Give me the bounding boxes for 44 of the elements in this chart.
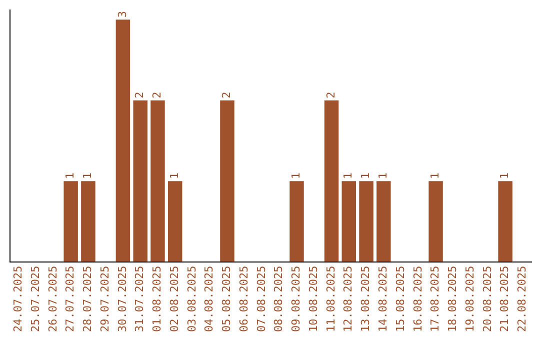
data-label: 1 bbox=[359, 172, 372, 180]
x-tick-label: 01.08.2025 bbox=[150, 266, 164, 332]
data-label: 2 bbox=[133, 92, 146, 98]
x-tick-label: 14.08.2025 bbox=[376, 266, 390, 332]
x-tick-label: 03.08.2025 bbox=[185, 266, 198, 332]
x-tick-label: 11.08.2025 bbox=[324, 266, 338, 332]
x-tick-label: 12.08.2025 bbox=[342, 266, 355, 332]
x-tick-label: 25.07.2025 bbox=[28, 266, 42, 332]
data-label: 1 bbox=[342, 172, 355, 180]
data-label: 1 bbox=[168, 172, 181, 180]
x-tick-label: 08.08.2025 bbox=[272, 266, 286, 332]
x-tick-label: 24.07.2025 bbox=[12, 266, 25, 332]
x-tick-label: 31.07.2025 bbox=[133, 266, 146, 332]
x-tick-label: 26.07.2025 bbox=[46, 266, 60, 332]
x-tick-label: 28.07.2025 bbox=[81, 266, 94, 332]
x-tick-label: 04.08.2025 bbox=[202, 266, 216, 332]
x-tick-label: 17.08.2025 bbox=[428, 266, 442, 332]
x-tick-label: 21.08.2025 bbox=[498, 266, 512, 332]
data-label: 3 bbox=[116, 11, 129, 18]
x-tick-label: 09.08.2025 bbox=[290, 266, 303, 332]
data-label: 1 bbox=[498, 172, 512, 180]
x-tick-label: 29.07.2025 bbox=[98, 266, 112, 332]
data-label: 1 bbox=[376, 172, 390, 180]
data-label: 2 bbox=[324, 92, 338, 98]
x-tick-label: 02.08.2025 bbox=[168, 266, 181, 332]
x-tick-label: 30.07.2025 bbox=[116, 266, 129, 332]
x-tick-label: 13.08.2025 bbox=[359, 266, 372, 332]
x-tick-label: 19.08.2025 bbox=[463, 266, 476, 332]
data-label: 1 bbox=[428, 172, 442, 180]
data-label: 1 bbox=[290, 172, 303, 180]
x-tick-label: 27.07.2025 bbox=[64, 266, 77, 332]
x-tick-label: 22.08.2025 bbox=[516, 266, 529, 332]
x-tick-label: 16.08.2025 bbox=[411, 266, 424, 332]
x-tick-label: 18.08.2025 bbox=[446, 266, 460, 332]
data-label: 2 bbox=[220, 92, 234, 98]
data-label: 1 bbox=[64, 172, 77, 180]
x-tick-label: 07.08.2025 bbox=[254, 266, 268, 332]
x-tick-label: 10.08.2025 bbox=[306, 266, 320, 332]
x-tick-label: 15.08.2025 bbox=[394, 266, 407, 332]
x-tick-label: 06.08.2025 bbox=[237, 266, 250, 332]
x-tick-label: 20.08.2025 bbox=[480, 266, 494, 332]
x-tick-label: 05.08.2025 bbox=[220, 266, 234, 332]
data-label: 1 bbox=[81, 172, 94, 180]
data-label: 2 bbox=[150, 92, 164, 98]
